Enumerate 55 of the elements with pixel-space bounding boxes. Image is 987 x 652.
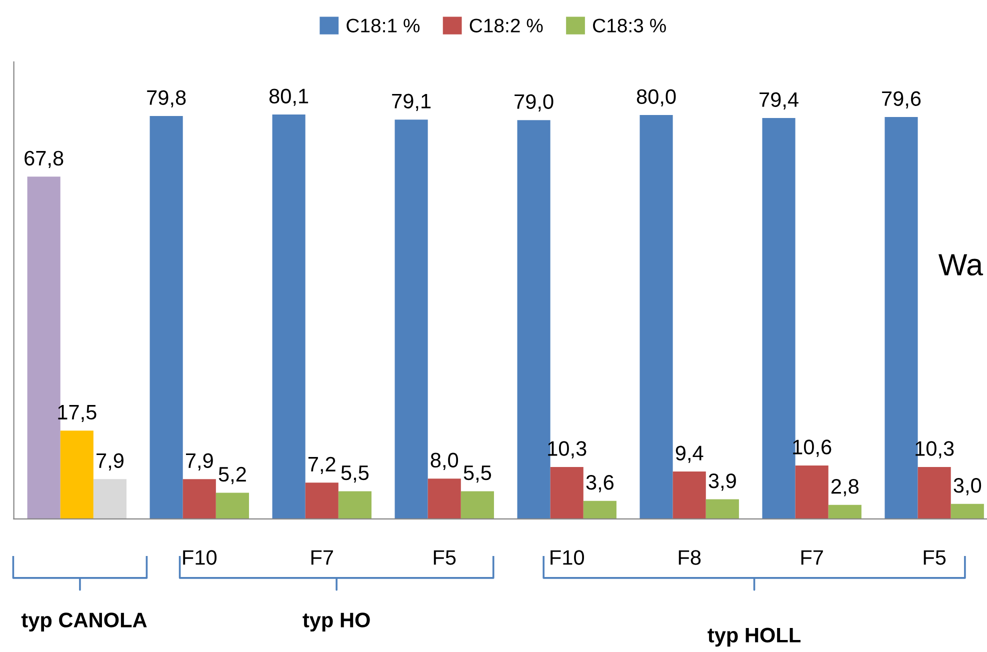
data-label: 2,8 [831, 479, 858, 496]
data-label: 5,5 [464, 466, 492, 483]
bar [706, 499, 739, 519]
data-label: 79,4 [760, 92, 798, 110]
text: typ HO [302, 612, 370, 632]
x-tick-label: F5 [434, 550, 456, 565]
bar [918, 466, 951, 519]
data-label: 3,9 [708, 473, 736, 491]
x-tick-label: F10 [550, 550, 584, 565]
data-label: 17,5 [58, 405, 96, 422]
bar [428, 478, 461, 519]
bar [640, 115, 673, 519]
bar [60, 430, 94, 519]
bar [550, 466, 584, 519]
legend-label: C18:1 % [346, 18, 420, 32]
bar [950, 504, 984, 519]
data-label: 8,0 [430, 452, 458, 470]
bar [583, 500, 616, 519]
x-tick-label: F7 [311, 550, 333, 565]
data-label: 3,6 [586, 475, 614, 492]
data-label: 7,9 [186, 453, 213, 470]
x-tick-label: F7 [801, 550, 823, 565]
bar [305, 482, 338, 519]
data-label: 79,6 [882, 91, 921, 108]
x-tick-label: F10 [183, 550, 217, 565]
bar [150, 116, 183, 519]
bar [460, 491, 494, 519]
bar [828, 504, 862, 519]
bar [672, 472, 706, 519]
bar [795, 465, 828, 519]
text: typ CANOLA [21, 612, 147, 632]
data-label: 5,5 [341, 466, 369, 483]
bar [338, 491, 372, 519]
text: typ HOLL [708, 628, 801, 647]
legend-label: C18:2 % [470, 18, 543, 32]
x-tick-label: F8 [678, 550, 701, 565]
data-label: 7,9 [96, 453, 124, 470]
data-label: 7,2 [308, 456, 336, 474]
bar [93, 479, 127, 519]
bar [182, 479, 216, 519]
bar [216, 492, 249, 519]
data-label: 80,0 [636, 89, 676, 106]
data-label: 5,2 [218, 466, 246, 484]
bar [272, 114, 306, 519]
data-label: 3,0 [954, 478, 982, 496]
data-label: 9,4 [676, 446, 704, 463]
annotation: Wa [938, 254, 984, 276]
data-label: 67,8 [24, 150, 64, 168]
data-label: 80,1 [269, 88, 308, 106]
data-label: 79,0 [514, 94, 554, 112]
data-label: 79,8 [147, 90, 186, 108]
data-label: 79,1 [392, 94, 431, 111]
legend-label: C18:3 % [593, 18, 666, 32]
bar [394, 120, 428, 519]
x-tick-label: F5 [924, 550, 946, 565]
